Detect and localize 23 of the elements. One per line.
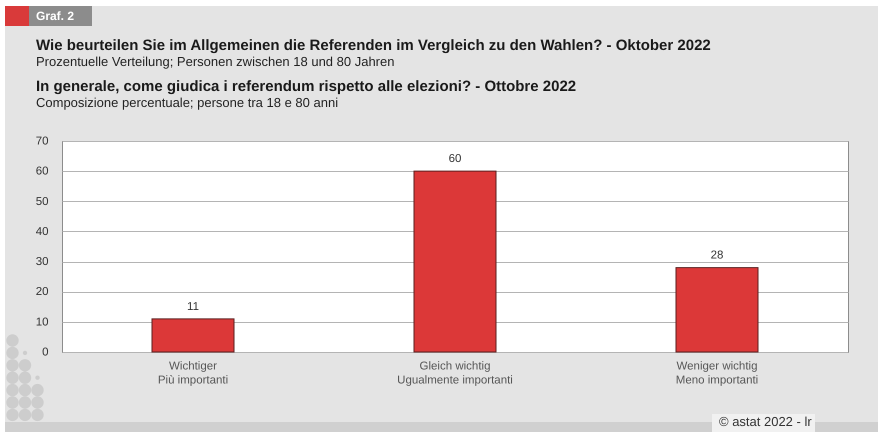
y-tick-label: 30 bbox=[36, 256, 48, 268]
x-tick-label: Gleich wichtig Ugualmente importanti bbox=[397, 360, 513, 386]
chart-subtitle: Prozentuelle Verteilung; Personen zwischen 18 und 80 Jahren bbox=[36, 54, 394, 70]
data-label: 11 bbox=[187, 300, 199, 313]
data-label: 60 bbox=[448, 153, 462, 166]
y-tick-label: 0 bbox=[42, 346, 48, 358]
data-label: 28 bbox=[710, 250, 724, 262]
bar bbox=[675, 267, 759, 352]
text: Composizione percentuale; persone tra 18 e 80 anni bbox=[36, 95, 338, 111]
y-tick-label: 60 bbox=[36, 166, 48, 178]
text: © astat 2022 - lr bbox=[719, 414, 812, 430]
y-tick-label: 70 bbox=[36, 136, 48, 148]
y-tick-label: 50 bbox=[36, 196, 48, 208]
chart-title: Wie beurteilen Sie im Allgemeinen die Referenden im Vergleich zu den Wahlen? - Oktober 2022 bbox=[36, 37, 711, 55]
x-tick-label: Wichtiger Più importanti bbox=[158, 360, 228, 386]
text: Graf. 2 bbox=[36, 9, 74, 23]
x-tick-label: Weniger wichtig Meno importanti bbox=[676, 360, 758, 386]
y-tick-label: 40 bbox=[36, 226, 48, 238]
bar bbox=[151, 318, 235, 352]
bar bbox=[413, 170, 497, 352]
text: In generale, come giudica i referendum rispetto alle elezioni? - Ottobre 2022 bbox=[36, 78, 576, 96]
y-tick-label: 20 bbox=[36, 286, 48, 298]
y-tick-label: 10 bbox=[36, 316, 48, 328]
